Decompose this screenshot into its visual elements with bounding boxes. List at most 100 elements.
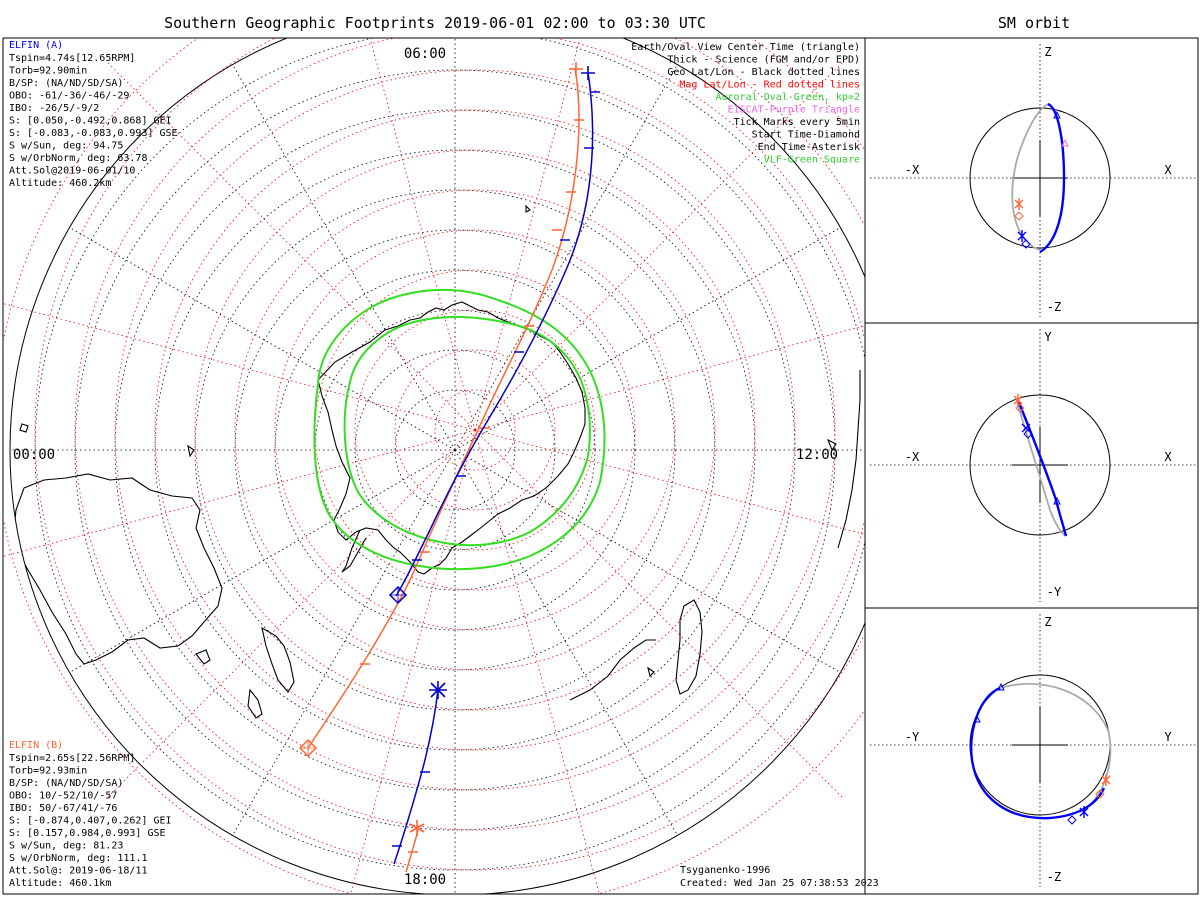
legend-entry: End Time-Asterisk: [758, 142, 860, 153]
legend-entry: Auroral Oval-Green, kp=2: [716, 92, 861, 103]
elfin-a-footprint-upper: [395, 71, 594, 597]
info-line: Torb=92.93min: [9, 766, 87, 777]
mag-meridian: [474, 325, 865, 431]
elfin-b-end-asterisk: [409, 62, 583, 836]
info-line: IBO: 50/-67/41/-76: [9, 803, 117, 814]
info-line: S w/OrbNorm, deg: 63.78: [9, 153, 147, 164]
legend-entry: Start Time-Diamond: [752, 130, 860, 141]
geo-lat-circle: [194, 189, 716, 711]
orbit-axis-label: -Y: [1047, 585, 1062, 599]
orbit-axis-label: Z: [1044, 45, 1051, 59]
info-line: B/SP: (NA/ND/SD/SA): [9, 78, 123, 89]
madagascar-coastline: [675, 599, 703, 695]
orbit-a-start-marker: [1021, 239, 1031, 249]
time-label-18: 18:00: [404, 872, 446, 888]
legend-entry: Geo Lat/Lon - Black dotted lines: [667, 67, 860, 78]
info-line: S w/Sun, deg: 81.23: [9, 841, 123, 852]
legend-entry: VLF-Green Square: [764, 155, 860, 166]
info-line: S w/OrbNorm, deg: 111.1: [9, 853, 147, 864]
orbit-panel-yz: Z -Z -Y Y: [870, 614, 1196, 887]
elfin-a-ticks: [392, 91, 600, 847]
coastlines: [13, 204, 861, 719]
info-line: Altitude: 460.2km: [9, 178, 111, 189]
info-line: Tspin=2.65s[22.56RPM]: [9, 753, 135, 764]
elfin-a-info: ELFIN (A) Tspin=4.74s[12.65RPM] Torb=92.9…: [9, 40, 178, 189]
auroral-ovals: [313, 288, 606, 571]
elfin-b-start-diamond: [298, 738, 318, 758]
geo-meridian: [232, 449, 456, 836]
mag-lat-circle: [234, 189, 716, 671]
info-line: OBO: 10/-52/10/-57: [9, 791, 117, 802]
mag-meridian: [474, 62, 843, 431]
info-line: OBO: -61/-36/-46/-29: [9, 91, 129, 102]
geo-lat-circle: [74, 69, 836, 831]
created-label: Created: Wed Jan 25 07:38:53 2023: [680, 878, 879, 889]
orbit-axis-label: X: [1164, 450, 1172, 464]
legend-entry: Tick Marks every 5min: [734, 117, 860, 128]
elfin-b-info: ELFIN (B) Tspin=2.65s[22.56RPM] Torb=92.9…: [9, 740, 172, 889]
mag-lat-circle: [114, 69, 836, 791]
mag-lat-circle: [314, 269, 636, 591]
orbit-axis-label: Y: [1044, 330, 1052, 344]
orbit-axis-label: -Y: [905, 730, 920, 744]
info-line: B/SP: (NA/ND/SD/SA): [9, 778, 123, 789]
geo-meridian: [454, 64, 678, 451]
earth-circle: [969, 394, 1111, 536]
info-line: S: [0.157,0.984,0.993] GSE: [9, 828, 166, 839]
australia-coastline: [13, 473, 223, 665]
elfin-b-title: ELFIN (B): [9, 740, 63, 751]
orbit-b-yz: [999, 682, 1112, 813]
elfin-a-end-asterisk: [429, 66, 595, 699]
mag-meridian: [107, 429, 476, 798]
orbit-frame: [864, 37, 1199, 895]
elfin-a-track: [388, 66, 600, 865]
elfin-b-ticks: [360, 119, 584, 853]
sm-orbit-panels: Z -Z -X X Y -Y -X X Z -Z -Y Y: [870, 44, 1196, 887]
geo-meridian: [454, 227, 841, 451]
geo-meridian: [454, 449, 678, 836]
mag-lat-circle: [34, 38, 865, 871]
auroral-oval-outer: [313, 288, 606, 571]
orbit-a-xy: [1016, 399, 1068, 537]
auroral-oval-inner: [343, 315, 591, 547]
orbit-axis-label: -X: [905, 450, 920, 464]
mag-meridian: [3, 429, 476, 557]
map-title: Southern Geographic Footprints 2019-06-0…: [164, 14, 706, 32]
mag-lat-circle: [434, 389, 516, 471]
info-line: IBO: -26/5/-9/2: [9, 103, 99, 114]
orbit-axis-label: X: [1164, 163, 1172, 177]
mag-meridian: [369, 38, 476, 431]
info-line: S w/Sun, deg: 94.75: [9, 141, 123, 152]
model-label: Tsyganenko-1996: [680, 865, 770, 876]
orbit-b-start-marker: [1014, 211, 1024, 221]
info-line: Att.Sol@: 2019-06-18/11: [9, 866, 147, 877]
mag-lat-circle: [194, 149, 756, 711]
geo-lat-circle: [234, 229, 676, 671]
mag-lat-circle: [274, 229, 676, 631]
mag-meridian: [474, 38, 581, 431]
orbit-panel-xz: Z -Z -X X: [870, 44, 1196, 317]
mag-meridian: [3, 303, 476, 431]
orbit-b-end-marker: [1014, 198, 1024, 210]
info-line: Tspin=4.74s[12.65RPM]: [9, 53, 135, 64]
elfin-a-footprint-lower: [393, 689, 439, 865]
time-label-06: 06:00: [404, 46, 446, 62]
info-line: S: [-0.874,0.407,0.262] GEI: [9, 816, 172, 827]
mag-lat-circle: [354, 309, 596, 551]
grid: [3, 38, 865, 894]
time-label-00: 00:00: [13, 447, 55, 463]
orbit-axis-label: Y: [1164, 730, 1172, 744]
orbit-axis-label: -Z: [1047, 870, 1061, 884]
info-line: S: [0.050,-0.492,0.868] GEI: [9, 116, 172, 127]
geo-meridian: [232, 64, 456, 451]
globe-outline: [9, 38, 865, 894]
mag-lat-circle: [394, 349, 556, 511]
mag-lat-circle: [154, 109, 796, 751]
geo-meridian: [69, 227, 456, 451]
mag-meridian: [474, 429, 843, 798]
elfin-a-start-diamond: [388, 585, 408, 605]
orbit-a-yz: [970, 686, 1106, 820]
mag-meridian: [350, 429, 476, 894]
mag-meridian: [474, 429, 865, 535]
